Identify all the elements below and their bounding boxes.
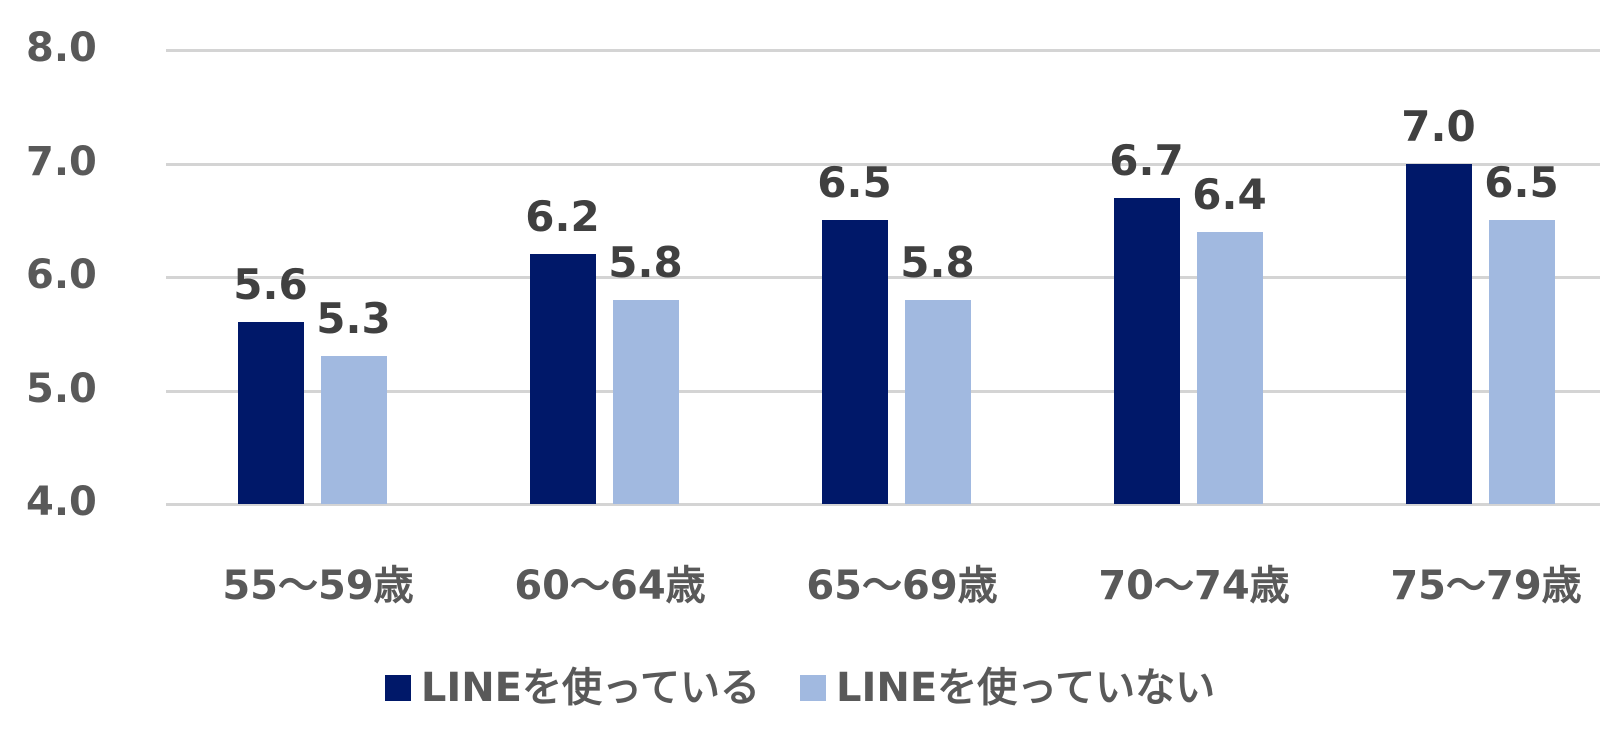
y-axis-tick-label: 4.0 xyxy=(26,479,97,525)
legend-swatch-line-users xyxy=(384,675,411,701)
y-axis-tick-label: 8.0 xyxy=(26,25,97,71)
data-label: 7.0 xyxy=(1401,101,1476,151)
data-label: 6.5 xyxy=(1484,158,1559,208)
bar-line-users xyxy=(821,220,888,504)
legend: LINEを使っている LINEを使っていない xyxy=(0,668,1600,708)
gridline xyxy=(166,162,1600,166)
data-label: 6.7 xyxy=(1109,135,1184,185)
legend-label: LINEを使っている xyxy=(420,665,760,711)
data-label: 6.2 xyxy=(525,192,600,242)
bar-line-users xyxy=(1113,197,1180,504)
gridline xyxy=(166,49,1600,52)
legend-item-line-users: LINEを使っている xyxy=(384,665,760,711)
bar-line-users xyxy=(1405,163,1472,504)
y-axis-tick-label: 7.0 xyxy=(26,138,97,185)
bar-line-users xyxy=(529,254,596,504)
x-axis-category-label: 65～69歳 xyxy=(806,563,998,609)
bar-non-line-users xyxy=(1196,231,1263,504)
y-axis-tick-label: 6.0 xyxy=(26,252,97,298)
data-label: 6.4 xyxy=(1192,169,1267,219)
data-label: 5.8 xyxy=(900,237,975,287)
data-label: 6.5 xyxy=(817,158,892,208)
bar-non-line-users xyxy=(904,299,971,504)
bar-non-line-users xyxy=(320,356,387,504)
legend-label: LINEを使っていない xyxy=(836,665,1216,711)
gridline xyxy=(166,503,1600,506)
y-axis-tick-label: 5.0 xyxy=(26,365,97,412)
data-label: 5.3 xyxy=(316,294,391,344)
x-axis-category-label: 70～74歳 xyxy=(1098,563,1290,609)
data-label: 5.8 xyxy=(608,237,683,287)
legend-swatch-non-line-users xyxy=(800,675,826,701)
x-axis-category-label: 60～64歳 xyxy=(514,563,706,609)
bar-line-users xyxy=(237,322,304,504)
bar-non-line-users xyxy=(612,299,679,504)
bar-non-line-users xyxy=(1488,220,1555,504)
x-axis-category-label: 75～79歳 xyxy=(1390,563,1582,609)
x-axis-category-label: 55～59歳 xyxy=(222,563,414,609)
data-label: 5.6 xyxy=(233,260,308,310)
legend-item-non-line-users: LINEを使っていない xyxy=(800,668,1215,708)
